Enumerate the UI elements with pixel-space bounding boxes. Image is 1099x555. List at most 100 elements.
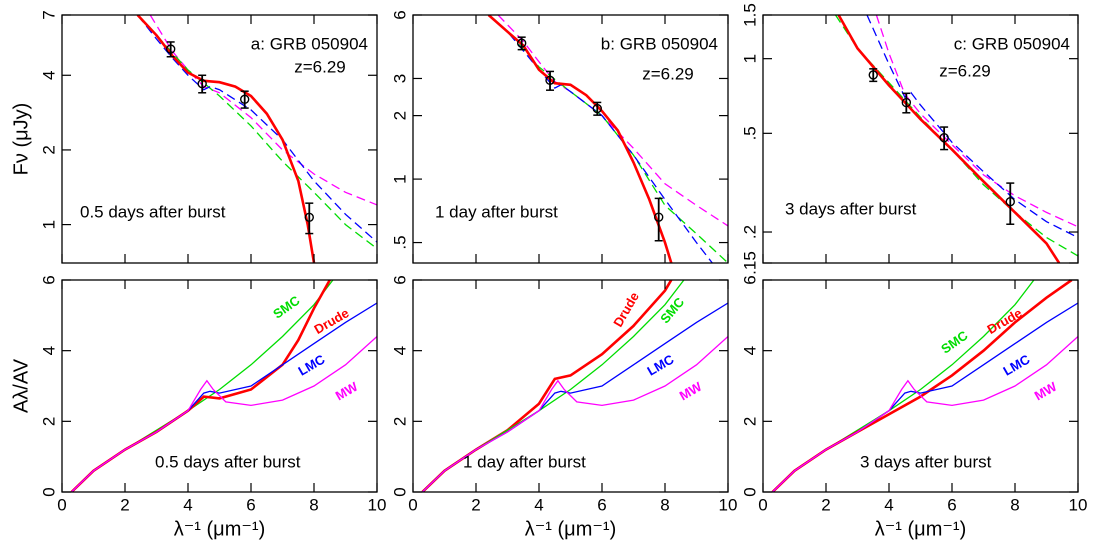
curve [866,15,1078,239]
data-point [165,44,176,54]
annotation: z=6.29 [939,61,991,80]
plot-frame [412,279,729,493]
data-point [868,70,878,80]
y-tick-label: 2 [390,111,409,120]
x-axis-label: λ⁻¹ (μm⁻¹) [174,518,266,540]
x-tick-label: 2 [821,495,830,514]
y-tick-label: 0 [39,487,58,496]
data-point [592,103,602,114]
annotation: z=6.29 [642,64,694,83]
curve-label: MW [333,378,361,403]
x-tick-label: 8 [1010,495,1019,514]
x-tick-label: 10 [1069,495,1088,514]
y-tick-label: .15 [740,251,759,275]
y-axis-label: Aλ/AV [10,358,32,413]
panel: 1 2 4 7 a: GRB 050904 z=6.29 0.5 days after bu… [10,10,378,264]
curve-label: LMC [645,351,677,378]
curve-label: MW [677,378,705,403]
y-tick-label: 3 [390,74,409,83]
y-tick-label: 1 [390,174,409,183]
curve [137,15,377,243]
data-point [654,212,664,222]
y-tick-label: 4 [39,71,58,80]
annotation: a: GRB 050904 [251,34,368,53]
curve [487,15,673,263]
panel: .5 1 2 3 6 b: GRB 050904 z=6.29 1 day after bur… [390,10,729,264]
y-tick-label: 0 [740,487,759,496]
y-tick-label: 0 [390,487,409,496]
x-tick-label: 2 [120,495,129,514]
annotation: 0.5 days after burst [80,202,226,221]
data-point [304,212,314,222]
x-axis-label: λ⁻¹ (μm⁻¹) [875,518,967,540]
data-point [1005,197,1015,207]
series-group [70,280,377,492]
y-tick-label: 2 [39,417,58,426]
y-tick-label: 6 [390,10,409,19]
series-group [487,15,728,263]
curve-label: LMC [296,351,328,378]
x-tick-label: 8 [660,495,669,514]
y-tick-label: 6 [39,275,58,284]
curve [837,15,1061,263]
x-tick-label: 4 [183,495,192,514]
curve-label: SMC [270,292,303,321]
y-tick-label: 4 [390,346,409,355]
x-tick-label: 0 [408,495,417,514]
curve [421,336,728,492]
annotation: c: GRB 050904 [954,34,1070,53]
y-tick-label: 6 [390,275,409,284]
annotation: z=6.29 [294,57,346,76]
data-point [901,97,912,108]
x-tick-label: 4 [884,495,893,514]
curve [488,15,713,263]
panel: .15 .2 .5 1 1.5 c: GRB 050904 z=6.29 3 days aft… [740,3,1079,275]
x-tick-label: 2 [471,495,480,514]
curve-label: SMC [657,294,687,326]
annotation: 1 day after burst [435,202,558,221]
annotation: 1 day after burst [463,452,586,471]
x-tick-label: 10 [719,495,738,514]
series-group [421,280,728,492]
curve [875,15,1078,228]
y-tick-label: 2 [390,417,409,426]
curve [71,336,377,492]
y-tick-label: 1.5 [740,3,759,27]
y-tick-label: 1 [39,220,58,229]
x-tick-label: 6 [947,495,956,514]
y-tick-label: .5 [390,235,409,249]
annotation: 0.5 days after burst [155,452,301,471]
curve [136,15,316,263]
y-tick-label: 4 [740,346,759,355]
x-tick-label: 6 [597,495,606,514]
y-tick-label: 4 [39,346,58,355]
y-tick-label: 2 [39,145,58,154]
curve [772,336,1078,492]
curve [149,15,377,206]
data-point [939,133,949,143]
x-tick-label: 8 [309,495,318,514]
x-tick-label: 4 [534,495,543,514]
y-tick-label: 2 [740,417,759,426]
series-group [834,15,1078,263]
y-tick-label: .2 [740,225,759,239]
x-tick-label: 6 [246,495,255,514]
x-tick-label: 10 [368,495,387,514]
curve [834,15,1078,257]
x-tick-label: 0 [758,495,767,514]
y-tick-label: 1 [740,54,759,63]
data-point [516,38,527,48]
plot-frame [61,14,378,264]
series-group [771,280,1078,492]
data-point [197,78,207,89]
x-tick-label: 0 [57,495,66,514]
y-axis-label: Fν (μJy) [10,103,32,176]
curve-label: MW [1032,378,1060,403]
y-tick-label: .5 [740,126,759,140]
annotation: 3 days after burst [785,199,917,218]
data-point [239,94,250,105]
